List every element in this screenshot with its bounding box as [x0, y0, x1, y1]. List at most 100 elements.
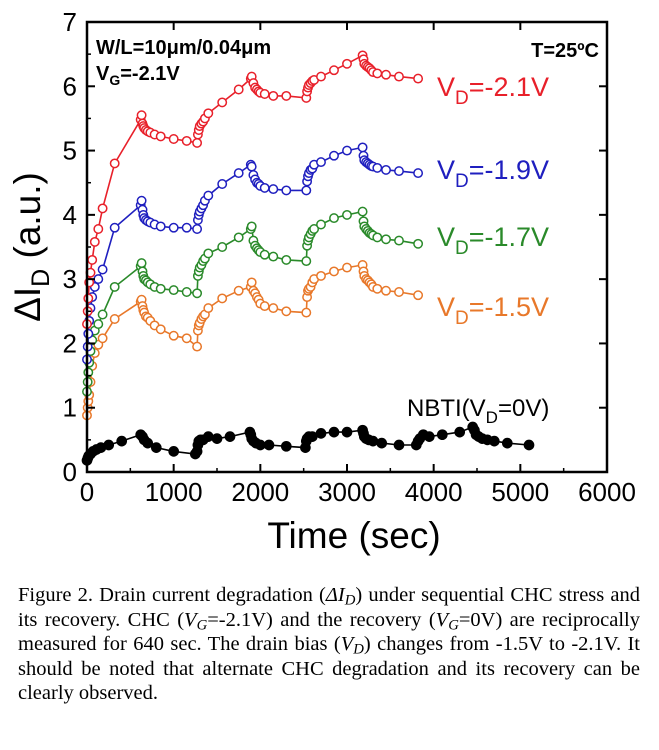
- data-point: [136, 258, 147, 269]
- data-point: [203, 303, 214, 314]
- data-point: [192, 137, 203, 148]
- data-point: [109, 314, 120, 324]
- x-tick-label: 6000: [578, 477, 636, 507]
- y-axis-label-main: ΔI: [7, 287, 48, 322]
- data-point: [268, 303, 279, 314]
- series-label-prefix: V: [437, 72, 455, 102]
- data-point: [217, 179, 228, 189]
- data-point: [217, 293, 228, 304]
- data-point: [103, 439, 115, 451]
- data-point: [394, 235, 404, 246]
- series-1: [82, 206, 424, 397]
- y-tick-label: 4: [63, 200, 77, 230]
- data-point: [281, 185, 292, 196]
- y-tick-label: 7: [63, 7, 77, 37]
- data-point: [83, 293, 94, 304]
- data-point: [217, 242, 228, 252]
- data-point: [246, 277, 257, 288]
- data-point: [306, 431, 318, 442]
- data-point: [83, 328, 94, 339]
- data-point: [136, 195, 147, 206]
- data-point: [329, 65, 339, 76]
- data-point: [192, 288, 203, 299]
- annotation-vg: VG=-2.1V: [96, 63, 180, 88]
- data-point: [93, 224, 104, 234]
- series-4: [81, 421, 535, 466]
- data-point: [436, 429, 448, 441]
- data-point: [109, 222, 120, 233]
- data-point: [168, 330, 179, 341]
- x-axis-label: Time (sec): [267, 515, 440, 556]
- data-point: [233, 168, 244, 179]
- caption-part: =-2.1V) and the recovery (: [207, 608, 436, 631]
- data-point: [281, 254, 292, 265]
- data-point: [413, 73, 424, 84]
- chart: 0 1000 2000 3000 4000 5000 6000 0 1 2 3 4 5 6 7 Time (…: [7, 7, 636, 556]
- data-point: [413, 238, 424, 249]
- data-point: [259, 249, 270, 260]
- series-label-prefix: NBTI(V: [407, 395, 486, 422]
- data-point: [393, 439, 405, 451]
- data-point: [203, 190, 214, 201]
- data-point: [394, 166, 404, 177]
- data-point: [259, 301, 270, 312]
- data-point: [357, 142, 368, 153]
- data-point: [316, 157, 326, 168]
- caption-vg-recovery: VG: [435, 608, 459, 634]
- data-point: [136, 110, 147, 121]
- data-point: [97, 203, 108, 214]
- y-tick-label: 5: [63, 136, 77, 166]
- caption-part: =0V) are reciprocally measured for 640 s…: [18, 608, 640, 656]
- data-point: [181, 135, 192, 146]
- data-point: [259, 182, 270, 193]
- data-point: [246, 161, 257, 172]
- data-point: [217, 97, 228, 108]
- data-point: [181, 222, 192, 233]
- x-tick-label: 2000: [231, 477, 289, 507]
- data-point: [155, 131, 166, 142]
- caption-part: ) changes from -1.5V to -2.1V. It should…: [18, 633, 640, 704]
- data-point: [168, 285, 179, 296]
- data-point: [155, 221, 166, 232]
- data-point: [342, 262, 352, 273]
- series-label-prefix: V: [437, 222, 455, 252]
- y-tick-label: 0: [63, 457, 77, 487]
- data-point: [89, 236, 100, 247]
- data-point: [93, 319, 104, 330]
- data-point: [329, 266, 339, 277]
- ticks-layer: 0 1000 2000 3000 4000 5000 6000 0 1 2 3 4 5 6 7: [63, 7, 636, 507]
- data-point: [203, 108, 214, 119]
- data-point: [202, 431, 214, 442]
- data-point: [97, 333, 108, 344]
- y-axis-label: ΔID (a.u.): [7, 172, 55, 322]
- data-point: [116, 435, 128, 447]
- annotation-wl: W/L=10μm/0.04μm: [96, 37, 271, 59]
- series-label-suffix: =-1.7V: [469, 222, 549, 252]
- data-point: [233, 232, 244, 243]
- data-point: [155, 324, 166, 335]
- data-point: [315, 428, 327, 439]
- data-point: [523, 439, 535, 451]
- figure-caption: Figure 2. Drain current degradation (ΔID…: [18, 583, 640, 706]
- data-point: [192, 341, 203, 352]
- data-point: [93, 274, 104, 285]
- data-point: [301, 185, 312, 196]
- data-point: [329, 213, 339, 224]
- data-point: [233, 84, 244, 95]
- series-label-vd-1.5: VD=-1.5V: [437, 292, 549, 329]
- data-point: [87, 254, 98, 265]
- x-tick-label: 5000: [491, 477, 549, 507]
- caption-delta-id: ΔID: [325, 584, 356, 609]
- caption-part: ) under sequential CHC stress and its re…: [18, 584, 640, 631]
- series-0: [82, 260, 424, 421]
- data-point: [168, 134, 179, 144]
- annotation-temp: T=25ºC: [531, 40, 599, 62]
- data-point: [316, 71, 326, 82]
- data-point: [394, 71, 404, 82]
- data-point: [367, 435, 379, 447]
- data-point: [357, 206, 368, 217]
- data-point: [254, 439, 266, 451]
- data-point: [97, 309, 108, 320]
- series-label-sub: D: [455, 88, 469, 109]
- data-point: [281, 90, 292, 101]
